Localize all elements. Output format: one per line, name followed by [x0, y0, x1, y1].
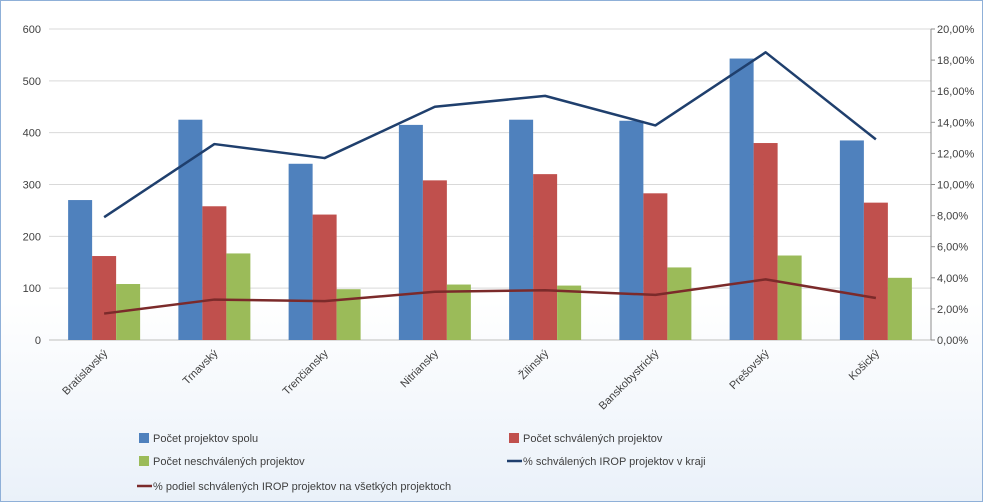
- x-category-label: Trnavský: [181, 347, 221, 387]
- legend-label: % schválených IROP projektov v kraji: [523, 456, 706, 468]
- bar: [533, 174, 558, 340]
- legend-label: % podiel schválených IROP projektov na v…: [153, 481, 451, 493]
- x-category-label: Nitriansky: [398, 347, 441, 390]
- bar: [839, 140, 864, 340]
- y-right-tick-label: 10,00%: [937, 180, 975, 192]
- bar: [336, 289, 361, 340]
- legend-label: Počet schválených projektov: [523, 433, 663, 445]
- left-axis: 0 100 200 300 400 500 600: [23, 24, 41, 347]
- bar: [753, 143, 778, 340]
- y-left-tick-label: 200: [23, 231, 41, 243]
- y-right-tick-label: 6,00%: [937, 242, 968, 254]
- bar: [202, 206, 227, 340]
- series-line: [103, 51, 877, 219]
- x-category-label: Žilinský: [516, 347, 551, 382]
- y-left-tick-label: 300: [23, 180, 41, 192]
- bar: [777, 255, 802, 340]
- bar: [398, 124, 423, 341]
- y-left-tick-label: 400: [23, 128, 41, 140]
- y-right-tick-label: 20,00%: [937, 24, 975, 36]
- bar: [68, 200, 93, 340]
- x-category-label: Bratislavský: [60, 347, 110, 397]
- bar: [509, 119, 534, 340]
- bar: [619, 120, 644, 341]
- y-left-tick-label: 0: [35, 335, 41, 347]
- legend: Počet projektov spolu Počet schválených p…: [137, 433, 706, 493]
- bar: [863, 202, 888, 340]
- series-line: [103, 278, 877, 315]
- right-axis: 0,00% 2,00% 4,00% 6,00% 8,00% 10,00% 12,00% 14,…: [930, 24, 975, 347]
- legend-label: Počet neschválených projektov: [153, 456, 305, 468]
- y-left-tick-label: 500: [23, 76, 41, 88]
- bar: [643, 193, 668, 340]
- y-right-tick-label: 12,00%: [937, 148, 975, 160]
- bar: [887, 277, 912, 340]
- x-category-label: Banskobystrický: [597, 347, 662, 412]
- legend-swatch: [139, 433, 149, 443]
- category-labels: Bratislavský Trnavský Trenčiansky Nitriansk…: [60, 347, 882, 413]
- legend-label: Počet projektov spolu: [153, 433, 258, 445]
- y-right-tick-label: 8,00%: [937, 211, 968, 223]
- y-right-tick-label: 14,00%: [937, 117, 975, 129]
- bar: [422, 180, 447, 340]
- x-category-label: Prešovský: [727, 347, 772, 392]
- bar: [729, 58, 754, 341]
- y-right-tick-label: 18,00%: [937, 55, 975, 67]
- y-left-tick-label: 100: [23, 283, 41, 295]
- bar: [667, 267, 692, 340]
- y-right-tick-label: 4,00%: [937, 273, 968, 285]
- bar: [312, 214, 337, 340]
- lines: [103, 51, 877, 315]
- bar: [226, 253, 251, 340]
- x-category-label: Košický: [847, 347, 883, 383]
- bar: [446, 284, 471, 340]
- bar: [178, 119, 203, 340]
- legend-swatch: [139, 456, 149, 466]
- y-left-tick-label: 600: [23, 24, 41, 36]
- bar: [288, 163, 313, 340]
- bar: [557, 285, 582, 340]
- y-right-tick-label: 16,00%: [937, 86, 975, 98]
- legend-swatch: [509, 433, 519, 443]
- y-right-tick-label: 0,00%: [937, 335, 968, 347]
- x-category-label: Trenčiansky: [281, 347, 331, 397]
- y-right-tick-label: 2,00%: [937, 304, 968, 316]
- bar: [92, 256, 117, 340]
